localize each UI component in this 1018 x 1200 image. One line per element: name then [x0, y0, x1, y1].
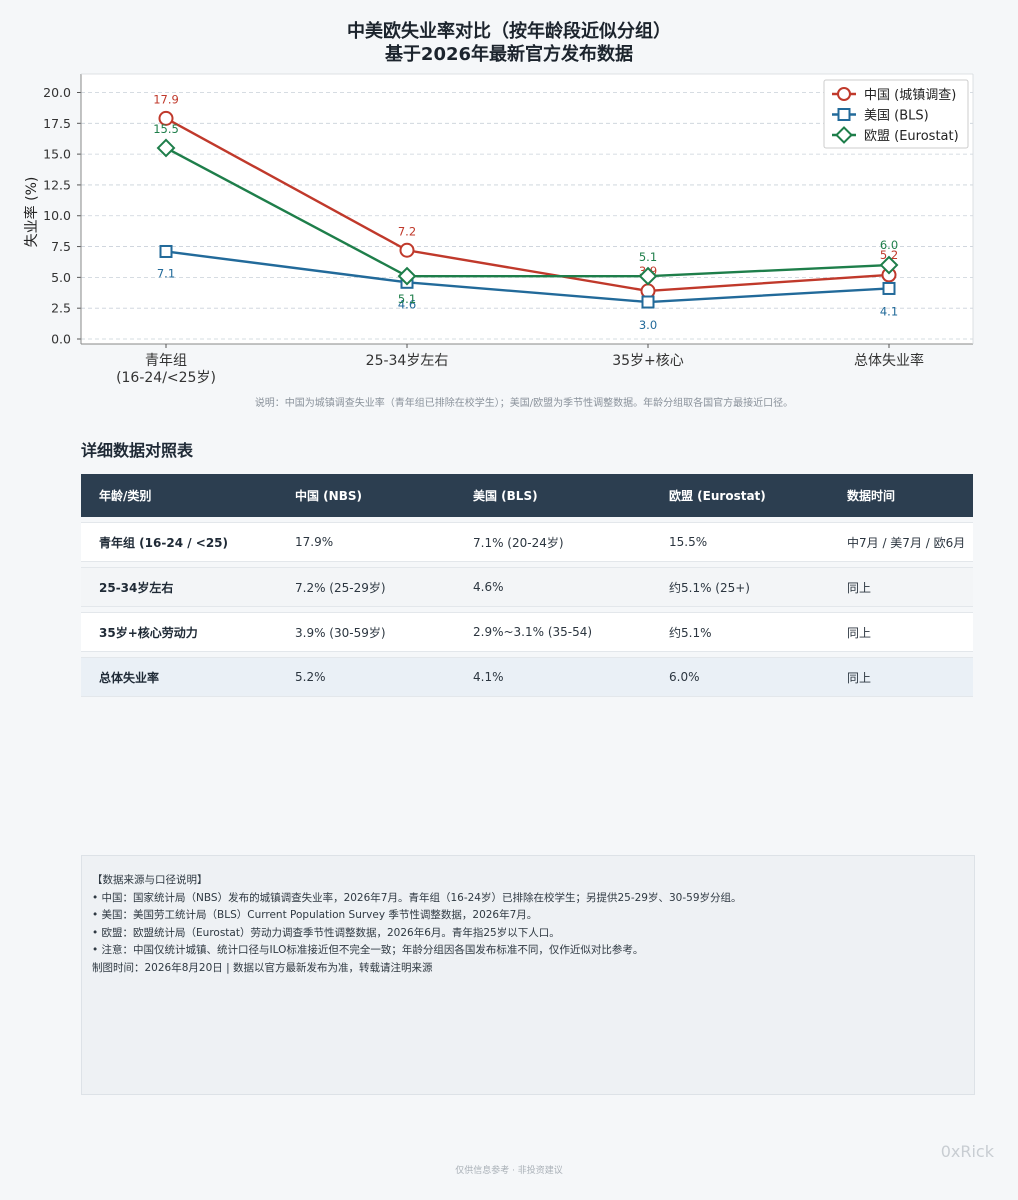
data-label: 5.1: [639, 250, 657, 264]
x-tick-label: 青年组: [145, 353, 187, 369]
table-cell: 3.9% (30-59岁): [277, 612, 455, 652]
y-tick-label: 0.0: [51, 332, 71, 347]
table-cell: 同上: [829, 657, 973, 697]
data-point: [159, 244, 173, 258]
y-tick-label: 20.0: [43, 85, 71, 100]
table-cell: 5.2%: [277, 657, 455, 697]
series-line: [165, 117, 890, 293]
table-row: 25-34岁左右 7.2% (25-29岁) 4.6% 约5.1% (25+) …: [81, 567, 973, 607]
series-line: [165, 146, 890, 278]
source-line: • 欧盟：欧盟统计局（Eurostat）劳动力调查季节性调整数据，2026年6月…: [92, 926, 560, 939]
series-line: [165, 250, 890, 304]
data-label: 6.0: [880, 238, 898, 252]
table-cell: 同上: [829, 612, 973, 652]
data-point: [641, 295, 655, 309]
data-point: [158, 110, 174, 126]
table-cell: 约5.1% (25+): [651, 567, 829, 607]
watermark: 0xRick: [940, 1142, 994, 1161]
source-heading: 【数据来源与口径说明】: [92, 874, 208, 886]
source-line: • 中国：国家统计局（NBS）发布的城镇调查失业率，2026年7月。青年组（16…: [92, 891, 742, 904]
data-table: 年龄/类别 中国 (NBS) 美国 (BLS) 欧盟 (Eurostat) 数据…: [81, 469, 973, 702]
table-cell: 17.9%: [277, 522, 455, 562]
table-header-cell: 中国 (NBS): [277, 474, 455, 517]
data-label: 17.9: [153, 92, 179, 106]
table-cell: 7.1% (20-24岁): [455, 522, 651, 562]
data-label: 5.1: [398, 292, 416, 306]
table-cell: 25-34岁左右: [81, 567, 277, 607]
y-axis-label: 失业率 (%): [23, 177, 40, 248]
table-header-cell: 美国 (BLS): [455, 474, 651, 517]
legend-marker: [837, 108, 851, 121]
legend-marker: [835, 126, 853, 144]
x-tick-label: 总体失业率: [854, 352, 924, 369]
data-point: [638, 266, 658, 286]
data-label: 3.0: [639, 318, 657, 332]
data-label: 15.5: [153, 122, 179, 136]
table-row: 总体失业率 5.2% 4.1% 6.0% 同上: [81, 657, 973, 697]
table-cell: 约5.1%: [651, 612, 829, 652]
table-cell: 35岁+核心劳动力: [81, 612, 277, 652]
data-label: 4.1: [880, 304, 898, 318]
table-cell: 4.6%: [455, 567, 651, 607]
table-header-cell: 欧盟 (Eurostat): [651, 474, 829, 517]
table-cell: 2.9%~3.1% (35-54): [455, 612, 651, 652]
chart-title: 中美欧失业率对比（按年龄段近似分组） 基于2026年最新官方发布数据: [0, 20, 1018, 66]
source-line: • 注意：中国仅统计城镇、统计口径与ILO标准接近但不完全一致；年龄分组因各国发…: [92, 944, 644, 956]
x-tick-label: 35岁+核心: [612, 353, 684, 369]
data-point: [640, 283, 656, 299]
legend-label: 中国 (城镇调查): [864, 88, 956, 103]
table-cell: 4.1%: [455, 657, 651, 697]
line-chart: 0.0 2.5 5.0 7.5 10.0 12.5 15.0 17.5 20.0 失业率 (%) 青…: [23, 73, 974, 386]
source-line: • 美国：美国劳工统计局（BLS）Current Population Surv…: [92, 909, 538, 921]
data-point: [399, 242, 415, 258]
source-footer-line: 制图时间：2026年8月20日 | 数据以官方最新发布为准，转载请注明来源: [92, 961, 433, 974]
table-cell: 6.0%: [651, 657, 829, 697]
y-tick-label: 15.0: [43, 147, 71, 162]
chart-title-line1: 中美欧失业率对比（按年龄段近似分组）: [347, 21, 671, 42]
data-point: [397, 266, 417, 286]
table-cell: 中7月 / 美7月 / 欧6月: [829, 522, 973, 562]
table-title: 详细数据对照表: [81, 441, 194, 460]
x-tick-label: 25-34岁左右: [366, 353, 449, 369]
chart-note: 说明：中国为城镇调查失业率（青年组已排除在校学生）；美国/欧盟为季节性调整数据。…: [254, 398, 794, 409]
legend-marker: [837, 87, 851, 101]
table-row: 青年组 (16-24 / <25) 17.9% 7.1% (20-24岁) 15…: [81, 522, 973, 562]
y-tick-label: 7.5: [51, 239, 71, 254]
legend-label: 欧盟 (Eurostat): [864, 129, 959, 144]
table-header-cell: 数据时间: [829, 474, 973, 517]
data-label: 4.6: [398, 297, 416, 311]
data-point: [156, 138, 176, 158]
chart-title-line2: 基于2026年最新官方发布数据: [384, 44, 634, 65]
table-header-row: 年龄/类别 中国 (NBS) 美国 (BLS) 欧盟 (Eurostat) 数据…: [81, 474, 973, 517]
y-tick-label: 17.5: [43, 116, 71, 131]
data-point: [882, 281, 896, 295]
table-row: 35岁+核心劳动力 3.9% (30-59岁) 2.9%~3.1% (35-54…: [81, 612, 973, 652]
table-header-cell: 年龄/类别: [81, 474, 277, 517]
data-label: 7.2: [398, 224, 416, 238]
table-cell: 青年组 (16-24 / <25): [81, 522, 277, 562]
y-tick-label: 10.0: [43, 208, 71, 223]
data-label: 5.2: [880, 248, 898, 262]
legend-label: 美国 (BLS): [864, 109, 929, 124]
x-tick-label: (16-24/<25岁): [116, 370, 216, 386]
y-tick-label: 5.0: [51, 270, 71, 285]
table-cell: 同上: [829, 567, 973, 607]
table-cell: 15.5%: [651, 522, 829, 562]
y-tick-label: 12.5: [43, 177, 71, 192]
table-cell: 总体失业率: [81, 657, 277, 697]
data-label: 7.1: [157, 266, 175, 280]
y-tick-label: 2.5: [51, 301, 71, 316]
data-point: [879, 255, 899, 275]
source-notes: 【数据来源与口径说明】 • 中国：国家统计局（NBS）发布的城镇调查失业率，20…: [81, 855, 975, 1095]
legend-box: [823, 79, 969, 149]
table-cell: 7.2% (25-29岁): [277, 567, 455, 607]
page-footer: 仅供信息参考 · 非投资建议: [455, 1166, 563, 1176]
